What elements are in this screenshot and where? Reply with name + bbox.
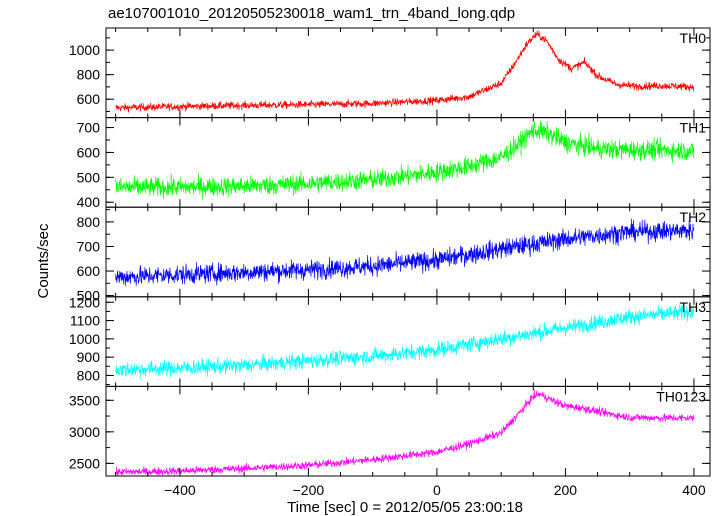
y-tick-label: 400 bbox=[77, 194, 101, 210]
series-line-th0123 bbox=[115, 390, 695, 476]
x-tick-label: 200 bbox=[554, 482, 578, 498]
x-tick-label: 0 bbox=[433, 482, 441, 498]
panel-th0123: TH0123 2500 3000 3500 bbox=[69, 385, 711, 477]
y-tick-label: 600 bbox=[77, 144, 101, 160]
x-axis-label: Time [sec] 0 = 2012/05/05 23:00:18 bbox=[287, 499, 523, 516]
panel-frame bbox=[105, 296, 711, 387]
panel-label: TH1 bbox=[680, 120, 707, 136]
chart-title: ae107001010_20120505230018_wam1_trn_4ban… bbox=[108, 5, 515, 22]
y-tick-label: 800 bbox=[77, 367, 101, 383]
panels: TH0 600 800 1000 TH1 400 500 600 700 TH2 500 600 700… bbox=[69, 27, 711, 498]
y-tick-label: 800 bbox=[77, 67, 101, 83]
panel-frame bbox=[105, 117, 711, 208]
x-tick-label: −200 bbox=[293, 482, 325, 498]
panel-label: TH2 bbox=[680, 209, 707, 225]
y-tick-label: 600 bbox=[77, 263, 101, 279]
y-tick-label: 500 bbox=[77, 169, 101, 185]
panel-th3: TH3 800 900 1000 1100 1200 bbox=[69, 294, 711, 387]
panel-frame bbox=[105, 27, 711, 119]
y-tick-label: 800 bbox=[77, 214, 101, 230]
y-tick-label: 2500 bbox=[69, 455, 100, 471]
series-line-th1 bbox=[115, 120, 695, 201]
panel-label: TH0 bbox=[680, 30, 707, 46]
y-tick-label: 1000 bbox=[69, 331, 100, 347]
series-line-th2 bbox=[115, 218, 695, 287]
panel-frame bbox=[105, 385, 711, 477]
y-tick-label: 1100 bbox=[70, 313, 100, 329]
panel-th1: TH1 400 500 600 700 bbox=[77, 117, 711, 210]
panel-label: TH3 bbox=[680, 299, 707, 315]
y-tick-label: 700 bbox=[77, 238, 101, 254]
y-tick-label: 500 bbox=[77, 288, 101, 304]
panel-frame bbox=[105, 206, 711, 298]
x-tick-label: 400 bbox=[682, 482, 706, 498]
y-tick-label: 3000 bbox=[69, 424, 100, 440]
y-tick-label: 1000 bbox=[69, 42, 100, 58]
panel-label: TH0123 bbox=[656, 388, 706, 404]
y-tick-label: 700 bbox=[77, 120, 101, 136]
series-line-th3 bbox=[115, 304, 695, 379]
y-tick-label: 900 bbox=[77, 349, 101, 365]
panel-th0: TH0 600 800 1000 bbox=[69, 27, 711, 119]
y-axis-label: Counts/sec bbox=[35, 223, 52, 299]
y-tick-label: 1200 bbox=[69, 294, 100, 310]
y-tick-label: 600 bbox=[77, 91, 101, 107]
x-tick-label: −400 bbox=[164, 482, 196, 498]
panel-th2: TH2 500 600 700 800 bbox=[77, 206, 711, 304]
series-line-th0 bbox=[115, 30, 695, 113]
y-tick-label: 3500 bbox=[69, 392, 100, 408]
